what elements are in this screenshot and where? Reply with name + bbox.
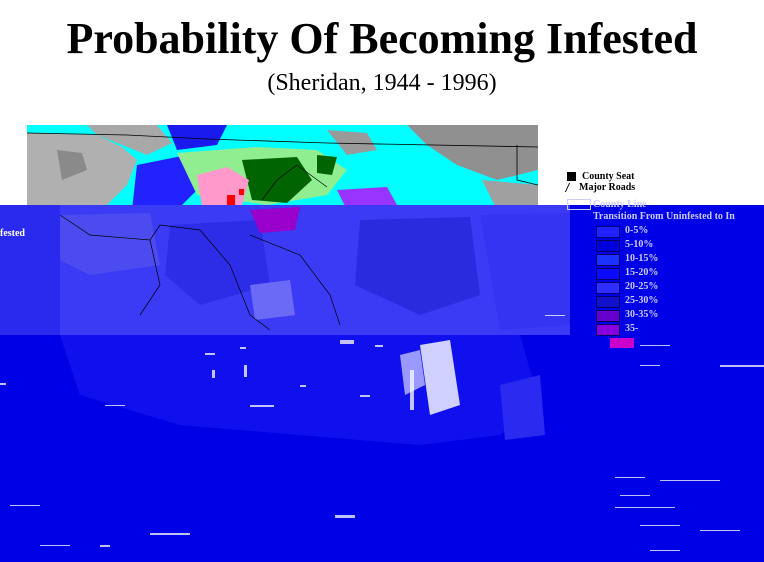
legend-swatch <box>596 240 620 252</box>
legend-swatch <box>596 296 620 308</box>
legend-class-label: 35- <box>625 323 639 334</box>
legend-item-label: County Line <box>593 198 647 210</box>
legend-class-label: 5-10% <box>625 239 654 250</box>
legend-swatch <box>596 226 620 238</box>
legend-class-label: 20-25% <box>625 281 659 292</box>
legend-swatch <box>596 310 620 322</box>
legend-artifact <box>610 338 634 348</box>
county-seat-icon <box>567 171 576 181</box>
map-subtitle: (Sheridan, 1944 - 1996) <box>267 70 497 96</box>
legend-item-major-roads: Major Roads <box>564 181 636 193</box>
legend-swatch <box>596 282 620 294</box>
legend-class-label: 0-5% <box>625 225 649 236</box>
legend-swatch <box>596 268 620 280</box>
legend-item-label: County Seat <box>582 170 635 182</box>
legend-swatch <box>596 254 620 266</box>
legend-class-label: 15-20% <box>625 267 659 278</box>
road-icon <box>564 182 576 192</box>
legend-swatch <box>596 324 620 336</box>
legend-item-label: Major Roads <box>579 181 636 193</box>
map-upper-graphic <box>27 125 538 210</box>
county-line-icon <box>567 198 591 210</box>
map-upper-strip <box>27 125 538 210</box>
legend-class-label: 10-15% <box>625 253 659 264</box>
map-title: Probability Of Becoming Infested <box>66 14 698 63</box>
legend-title: Transition From Uninfested to In <box>593 211 735 222</box>
legend-class-label: 25-30% <box>625 295 659 306</box>
legend-class-label: 30-35% <box>625 309 659 320</box>
legend-item-county-seat: County Seat <box>567 170 635 182</box>
legend-item-county-line: County Line <box>567 198 647 210</box>
map-legend: County Seat Major Roads County Line Tran… <box>564 170 764 350</box>
map-side-label: fested <box>0 228 25 239</box>
